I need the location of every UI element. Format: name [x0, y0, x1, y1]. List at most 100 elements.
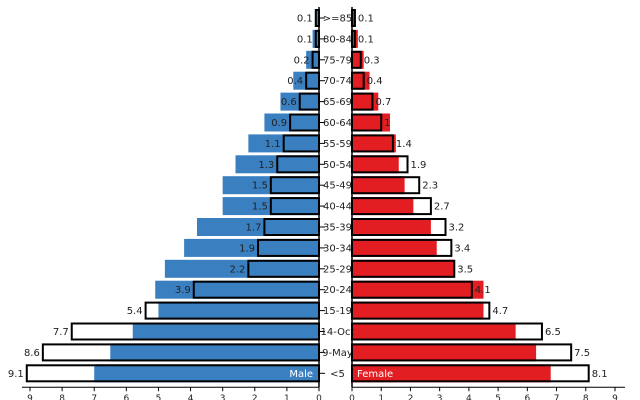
- female-value-label: 4.7: [492, 306, 508, 317]
- male-value-label: 1.5: [252, 181, 268, 192]
- female-x-tick-label: 8: [583, 394, 589, 400]
- male-value-label: 1.5: [252, 202, 268, 213]
- female-value-label: 0.7: [375, 97, 391, 108]
- female-x-tick-label: 2: [408, 394, 414, 400]
- female-bar: [352, 155, 399, 174]
- male-value-label: 1.7: [246, 223, 262, 234]
- female-x-tick-label: 0: [349, 394, 355, 400]
- male-bar: [196, 218, 319, 236]
- female-bar: [352, 364, 551, 383]
- female-x-tick-label: 3: [437, 394, 443, 400]
- male-value-label: 0.2: [294, 55, 310, 66]
- male-x-tick-label: 8: [59, 394, 65, 400]
- age-group-label: 65-69: [323, 97, 352, 108]
- female-value-label: 0.4: [367, 76, 383, 87]
- male-value-label: 9.1: [8, 369, 24, 380]
- female-bar: [352, 343, 537, 362]
- age-group-label: 80-84: [323, 34, 352, 45]
- age-group-label: 14-Oct: [321, 327, 355, 338]
- male-bar: [264, 113, 319, 132]
- male-value-label: 0.1: [297, 14, 313, 25]
- male-value-label: 2.2: [229, 264, 245, 275]
- male-x-tick-label: 0: [316, 394, 322, 400]
- female-value-label: 6.5: [545, 327, 561, 338]
- female-value-label: 4.1: [475, 285, 491, 296]
- male-bar: [184, 238, 319, 257]
- male-value-label: 0.1: [297, 34, 313, 45]
- female-bar: [352, 9, 355, 27]
- female-value-label: 7.5: [574, 348, 590, 359]
- female-bar: [352, 176, 405, 195]
- age-group-label: 50-54: [323, 160, 352, 171]
- age-group-label: 75-79: [323, 55, 352, 66]
- age-group-label: 70-74: [323, 76, 352, 87]
- female-value-label: 1.9: [411, 160, 427, 171]
- male-bar: [94, 364, 319, 383]
- age-group-labels: >=85 80-84 75-79 70-74 65-69 60-64 55-59 50-54 4…: [319, 14, 355, 380]
- male-value-label: 0.4: [287, 76, 303, 87]
- male-x-tick-label: 6: [123, 394, 129, 400]
- female-x-tick-label: 9: [612, 394, 618, 400]
- male-value-label: 3.9: [175, 285, 191, 296]
- male-x-tick-label: 9: [27, 394, 33, 400]
- female-x-tick-label: 1: [378, 394, 384, 400]
- male-value-label: 0.9: [271, 118, 287, 129]
- age-group-label: 20-24: [323, 285, 352, 296]
- female-x-tick-label: 7: [554, 394, 560, 400]
- female-bars: 0.1 0.1 0.3 0.4 0.7 1 1.4 1.9 2.3 2.7 3.2 3.4 3.54.1…: [351, 9, 608, 383]
- female-bar: [352, 197, 414, 216]
- male-bar: [158, 301, 319, 320]
- male-x-tick-label: 4: [188, 394, 194, 400]
- female-bar: [352, 218, 431, 236]
- age-group-label: 9-May: [322, 348, 353, 359]
- female-value-label: 1.4: [396, 139, 412, 150]
- male-value-label: 5.4: [127, 306, 143, 317]
- female-x-tick-label: 4: [466, 394, 472, 400]
- age-group-label: 35-39: [323, 223, 352, 234]
- male-value-label: 0.6: [281, 97, 297, 108]
- female-bar: [352, 71, 370, 90]
- male-x-tick-label: 5: [156, 394, 162, 400]
- male-x-tick-label: 1: [284, 394, 290, 400]
- male-value-label: 1.9: [239, 243, 255, 254]
- legend: Male Female: [289, 369, 393, 380]
- male-value-label: 7.7: [53, 327, 69, 338]
- male-x-tick-label: 7: [91, 394, 97, 400]
- male-x-tick-label: 3: [220, 394, 226, 400]
- female-value-label: 0.3: [364, 55, 380, 66]
- female-value-label: 0.1: [358, 34, 374, 45]
- female-value-label: 2.3: [422, 181, 438, 192]
- female-bar: [352, 322, 516, 341]
- male-bar: [164, 259, 319, 278]
- male-bar: [315, 9, 319, 27]
- female-value-label: 3.5: [457, 264, 473, 275]
- female-x-tick-label: 5: [495, 394, 501, 400]
- age-group-label: 60-64: [323, 118, 352, 129]
- female-bar: [352, 259, 455, 278]
- age-group-label: >=85: [323, 14, 352, 25]
- x-axes: 0 0 1 1 2 2 3 3 4 4 5 5 6 6 7 7 8 8 9 9: [22, 7, 625, 400]
- female-bar: [352, 92, 379, 111]
- age-group-label: 45-49: [323, 181, 352, 192]
- age-group-label: 30-34: [323, 243, 352, 254]
- female-value-label: 8.1: [592, 369, 608, 380]
- male-bars: 0.1 0.1 0.2 0.4 0.6 0.9 1.1 1.3 1.5 1.5 1.7 1.9 2.2 3…: [8, 9, 321, 383]
- legend-male: Male: [289, 369, 313, 380]
- female-value-label: 3.4: [454, 243, 470, 254]
- legend-female: Female: [357, 369, 393, 380]
- female-value-label: 0.1: [358, 14, 374, 25]
- age-group-label: <5: [330, 369, 345, 380]
- male-value-label: 1.1: [265, 139, 281, 150]
- male-x-tick-label: 2: [252, 394, 258, 400]
- age-group-label: 40-44: [323, 202, 352, 213]
- female-value-label: 3.2: [449, 223, 465, 234]
- age-group-label: 55-59: [323, 139, 352, 150]
- male-bar: [132, 322, 319, 341]
- female-x-tick-label: 6: [524, 394, 530, 400]
- female-bar: [352, 238, 437, 257]
- female-bar: [352, 301, 484, 320]
- female-bar: [352, 280, 484, 299]
- female-value-label: 2.7: [434, 202, 450, 213]
